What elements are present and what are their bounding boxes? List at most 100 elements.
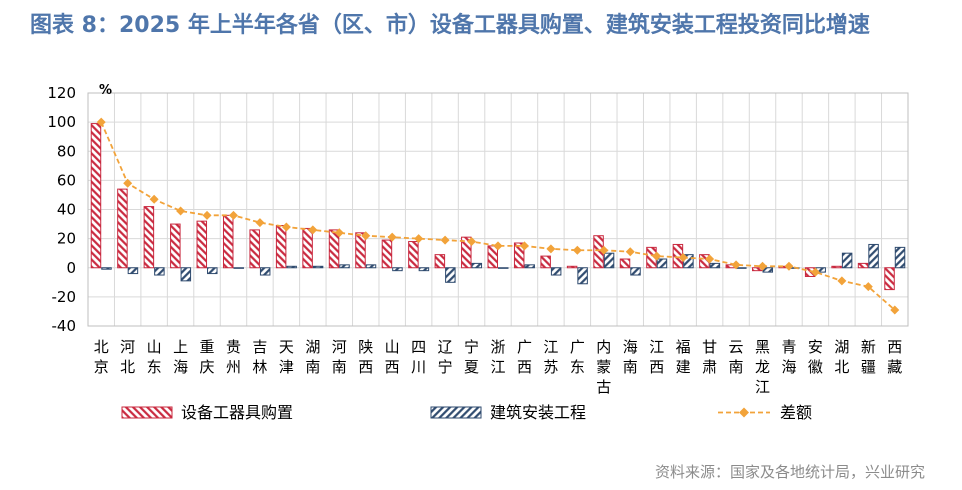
x-tick-label: 广西 xyxy=(517,338,532,376)
x-tick-label: 黑龙江 xyxy=(755,338,770,396)
equipment-bar xyxy=(540,255,551,269)
equipment-bar xyxy=(275,225,287,269)
x-tick-label-char: 四 xyxy=(411,338,426,356)
equipment-bar xyxy=(619,258,631,269)
construction-bar xyxy=(418,267,430,272)
x-tick-label: 江苏 xyxy=(543,338,558,376)
x-tick-label-char: 古 xyxy=(596,378,611,396)
x-tick-label-char: 京 xyxy=(94,358,109,376)
x-tick-label-char: 庆 xyxy=(200,358,215,376)
construction-bar xyxy=(365,264,377,269)
construction-bar xyxy=(524,264,535,269)
x-tick-label-char: 浙 xyxy=(490,338,505,356)
y-axis: -40 -20 0 20 40 60 80 100 120 xyxy=(47,84,76,335)
difference-point xyxy=(810,267,820,277)
construction-bar xyxy=(154,267,165,276)
equipment-bar xyxy=(355,232,366,269)
difference-point xyxy=(308,225,318,235)
difference-point xyxy=(625,247,635,257)
x-tick-label-char: 湖 xyxy=(305,338,320,356)
source-note: 资料来源：国家及各地统计局，兴业研究 xyxy=(654,463,925,481)
x-tick-label-char: 北 xyxy=(120,358,135,376)
x-tick-label-char: 北 xyxy=(834,358,849,376)
construction-bar xyxy=(603,252,615,269)
x-tick-label-char: 北 xyxy=(94,338,109,356)
construction-bar xyxy=(577,267,588,285)
legend-swatch-difference-diamond xyxy=(739,407,749,418)
x-tick-label: 陕西 xyxy=(358,338,373,376)
equipment-bar xyxy=(831,265,842,269)
difference-point xyxy=(863,282,873,292)
line-group xyxy=(96,117,900,315)
x-tick-label: 辽宁 xyxy=(438,338,453,376)
difference-point xyxy=(890,305,900,315)
x-tick-label-char: 江 xyxy=(649,338,664,356)
x-tick-label-char: 河 xyxy=(120,338,135,356)
legend-label-equipment: 设备工器具购置 xyxy=(181,403,293,422)
y-tick-label: 0 xyxy=(66,259,76,277)
x-tick-label: 新疆 xyxy=(861,338,876,376)
equipment-bar xyxy=(328,229,340,269)
equipment-bar xyxy=(143,206,155,269)
x-tick-label-char: 安 xyxy=(808,338,823,356)
x-tick-label-char: 湖 xyxy=(834,338,849,356)
difference-point xyxy=(334,228,344,238)
difference-point xyxy=(731,260,741,270)
x-tick-label-char: 宁 xyxy=(438,358,453,376)
equipment-bar xyxy=(170,223,181,269)
x-tick-label: 吉林 xyxy=(252,338,267,376)
x-tick-label-char: 吉 xyxy=(252,338,267,356)
construction-bar xyxy=(180,267,192,282)
construction-bar xyxy=(207,267,218,275)
difference-point xyxy=(758,261,768,271)
construction-bar xyxy=(445,267,456,283)
x-tick-label-char: 南 xyxy=(729,358,744,376)
plot-frame xyxy=(87,92,909,327)
x-tick-label-char: 夏 xyxy=(464,358,479,376)
equipment-bar xyxy=(381,239,393,269)
x-tick-label: 湖南 xyxy=(305,338,320,376)
x-tick-label-char: 黑 xyxy=(755,338,770,356)
equipment-bar xyxy=(302,227,313,269)
difference-point xyxy=(599,245,609,255)
x-tick-label-char: 辽 xyxy=(438,338,453,356)
x-tick-label-char: 林 xyxy=(252,358,267,376)
x-tick-label-char: 建 xyxy=(676,358,691,376)
x-tick-label: 山东 xyxy=(147,338,162,376)
x-tick-label-char: 藏 xyxy=(887,358,902,376)
equipment-bar xyxy=(857,262,869,269)
construction-bar xyxy=(709,262,721,269)
equipment-bar xyxy=(408,241,419,269)
x-tick-label: 海南 xyxy=(623,338,638,376)
difference-point xyxy=(361,231,371,241)
difference-point xyxy=(96,117,106,127)
legend-label-difference: 差额 xyxy=(780,403,812,422)
x-tick-label-char: 海 xyxy=(173,358,188,376)
x-tick-label-char: 广 xyxy=(570,338,585,356)
construction-bar xyxy=(656,258,668,269)
difference-point xyxy=(149,194,159,204)
y-tick-label: 80 xyxy=(57,142,76,160)
equipment-bar xyxy=(222,214,234,269)
x-tick-label: 山西 xyxy=(385,338,400,376)
x-tick-label: 贵州 xyxy=(226,338,241,376)
x-tick-label-char: 西 xyxy=(649,358,664,376)
x-tick-label-char: 西 xyxy=(385,358,400,376)
x-tick-label: 广东 xyxy=(570,338,585,376)
equipment-bar xyxy=(461,236,472,269)
x-tick-label: 重庆 xyxy=(200,338,215,376)
difference-point xyxy=(281,222,291,232)
x-tick-label: 西藏 xyxy=(887,338,902,376)
x-tick-label-char: 云 xyxy=(729,338,744,356)
x-tick-label-char: 苏 xyxy=(543,358,558,376)
x-tick-label: 青海 xyxy=(781,338,796,376)
y-tick-label: -40 xyxy=(52,317,77,335)
legend-label-construction: 建筑安装工程 xyxy=(490,403,586,422)
x-tick-label-char: 贵 xyxy=(226,338,241,356)
x-tick-label: 天津 xyxy=(279,338,294,376)
legend-swatch-construction xyxy=(430,406,482,419)
x-tick-label-char: 甘 xyxy=(702,338,717,356)
y-tick-label: 40 xyxy=(57,201,76,219)
x-tick-label-char: 津 xyxy=(279,358,294,376)
equipment-bar xyxy=(487,245,498,269)
